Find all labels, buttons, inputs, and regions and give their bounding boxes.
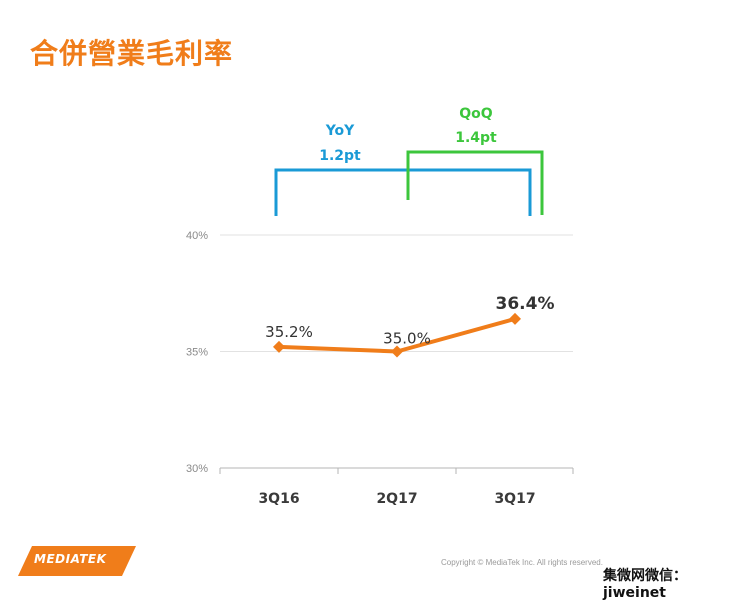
data-point: [509, 312, 521, 325]
yoy-label: YoY: [325, 123, 355, 139]
qoq-value: 1.4pt: [455, 130, 497, 146]
y-tick-label: 40%: [186, 230, 208, 242]
y-tick-label: 35%: [186, 347, 208, 359]
page-title: 合併營業毛利率: [30, 37, 234, 70]
data-label: 36.4%: [496, 294, 555, 314]
mediatek-logo: [18, 546, 136, 576]
qoq-label: QoQ: [459, 106, 493, 122]
watermark-text: 集微网微信：jiweinet: [603, 568, 687, 601]
data-label: 35.2%: [265, 323, 313, 341]
copyright-text: Copyright © MediaTek Inc. All rights res…: [441, 558, 603, 567]
yoy-bracket: [274, 168, 532, 216]
x-tick-label: 3Q17: [494, 491, 535, 507]
x-tick-label: 2Q17: [376, 491, 417, 507]
qoq-bracket: [406, 150, 544, 215]
data-label: 35.0%: [383, 330, 431, 348]
yoy-value: 1.2pt: [319, 148, 361, 164]
data-point: [391, 345, 403, 358]
x-tick-label: 3Q16: [258, 491, 299, 507]
data-point: [273, 340, 285, 353]
y-tick-label: 30%: [186, 463, 208, 475]
brand-name: MEDIATEK: [34, 552, 107, 566]
